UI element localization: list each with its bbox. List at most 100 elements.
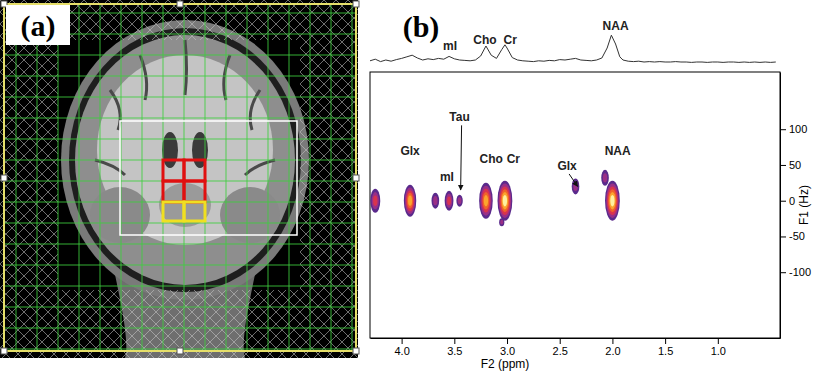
contour-level: [432, 193, 440, 209]
peak-label: Cr: [504, 33, 518, 47]
contour-level: [606, 184, 619, 218]
x-tick-mark: [402, 338, 403, 344]
fov-handle: [353, 1, 359, 7]
contour-level: [503, 195, 507, 207]
contour-level: [609, 192, 615, 209]
fov-handle: [177, 1, 183, 7]
x-tick-label: 3.5: [447, 345, 462, 357]
grid-line: [100, 4, 101, 351]
contour-level: [500, 220, 503, 225]
annotation-arrow: [460, 125, 462, 190]
y-axis-line: [780, 73, 781, 339]
fov-frame: [4, 4, 356, 351]
x-tick-label: 1.5: [658, 345, 673, 357]
contour-level: [607, 186, 618, 215]
y-tick: -100: [780, 266, 811, 278]
voxel-red: [163, 160, 184, 181]
grid-line: [4, 118, 356, 119]
y-axis-title: F1 (Hz): [797, 185, 811, 225]
contour-level: [405, 187, 415, 214]
x-tick-mark: [560, 338, 561, 344]
contour-level: [407, 193, 413, 209]
y-tick-label: -100: [789, 266, 811, 278]
x-axis-line: [371, 338, 781, 339]
contour-level: [372, 192, 379, 209]
peak-label: Glx: [557, 159, 577, 173]
y-tick-label: 100: [789, 123, 807, 135]
y-tick-label: -50: [789, 230, 805, 242]
x-tick-label: 1.0: [711, 345, 726, 357]
peak-label: Tau: [449, 110, 469, 124]
contour-level: [608, 189, 617, 212]
x-tick-mark: [665, 338, 666, 344]
cross-peak: [498, 181, 513, 221]
fov-handle: [1, 175, 7, 181]
grid-line: [37, 4, 38, 351]
x-tick: 3.5: [447, 338, 462, 357]
contour-level: [446, 194, 452, 208]
peak-label: Cho: [473, 33, 496, 47]
peak-label: NAA: [603, 19, 629, 33]
peak-label: Cho: [480, 152, 503, 166]
projection-line: [370, 35, 776, 62]
contour-level: [500, 186, 511, 215]
y-tick: 50: [780, 159, 801, 171]
contour-level: [603, 173, 607, 182]
x-tick-mark: [454, 338, 455, 344]
grid-line: [4, 76, 356, 77]
panel-label: (a): [21, 9, 56, 43]
y-tick-mark: [780, 201, 786, 202]
grid-line: [4, 139, 356, 140]
mri-sulcus: [140, 55, 147, 100]
saturation-band: [0, 0, 58, 358]
x-tick-label: 2.0: [605, 345, 620, 357]
x-axis: 4.03.53.02.52.01.51.0: [371, 338, 781, 357]
contour-level: [479, 183, 493, 219]
grid-line: [289, 4, 290, 351]
x-tick-mark: [612, 338, 613, 344]
contour-level: [484, 195, 488, 207]
figure: (a)(b)mIChoCrNAA4.03.53.02.52.01.51.0-10…: [0, 0, 817, 373]
peak-label: NAA: [605, 144, 631, 158]
grid-line: [4, 55, 356, 56]
grid-line: [4, 223, 356, 224]
grid-line: [142, 4, 143, 351]
annotation-arrow: [569, 174, 578, 186]
x-tick-label: 3.0: [500, 345, 515, 357]
cross-peak: [456, 195, 462, 207]
peak-label: mI: [443, 39, 457, 53]
contour-level: [605, 181, 620, 221]
voxel-yellow: [184, 202, 205, 221]
contour-level: [610, 195, 614, 207]
saturation-band: [58, 290, 300, 358]
voxel-red: [184, 160, 205, 181]
y-tick-mark: [780, 272, 786, 273]
y-axis: -100 -50 0 50 100: [780, 73, 811, 339]
fov-handle: [177, 348, 183, 354]
voxel-red: [184, 181, 205, 202]
cross-peak: [404, 185, 416, 217]
y-tick-mark: [780, 165, 786, 166]
contour-level: [370, 189, 380, 213]
x-tick-mark: [507, 338, 508, 344]
grid-line: [4, 307, 356, 308]
grid-line: [310, 4, 311, 351]
grid-line: [247, 4, 248, 351]
cross-peak: [479, 183, 493, 219]
y-tick-label: 0: [789, 195, 795, 207]
grid-line: [4, 97, 356, 98]
contour-level: [572, 178, 580, 194]
y-tick-mark: [780, 236, 786, 237]
grid-line: [4, 244, 356, 245]
grid-line: [4, 265, 356, 266]
fov-handle: [353, 348, 359, 354]
contour-level: [480, 186, 491, 216]
y-tick: 100: [780, 123, 807, 135]
press-box: [120, 121, 297, 235]
grid-line: [226, 4, 227, 351]
y-tick: 0: [780, 195, 795, 207]
grid-line: [352, 4, 353, 351]
x-tick: 4.0: [394, 338, 409, 357]
contour-level: [458, 197, 462, 204]
voxel-yellow: [163, 202, 184, 221]
